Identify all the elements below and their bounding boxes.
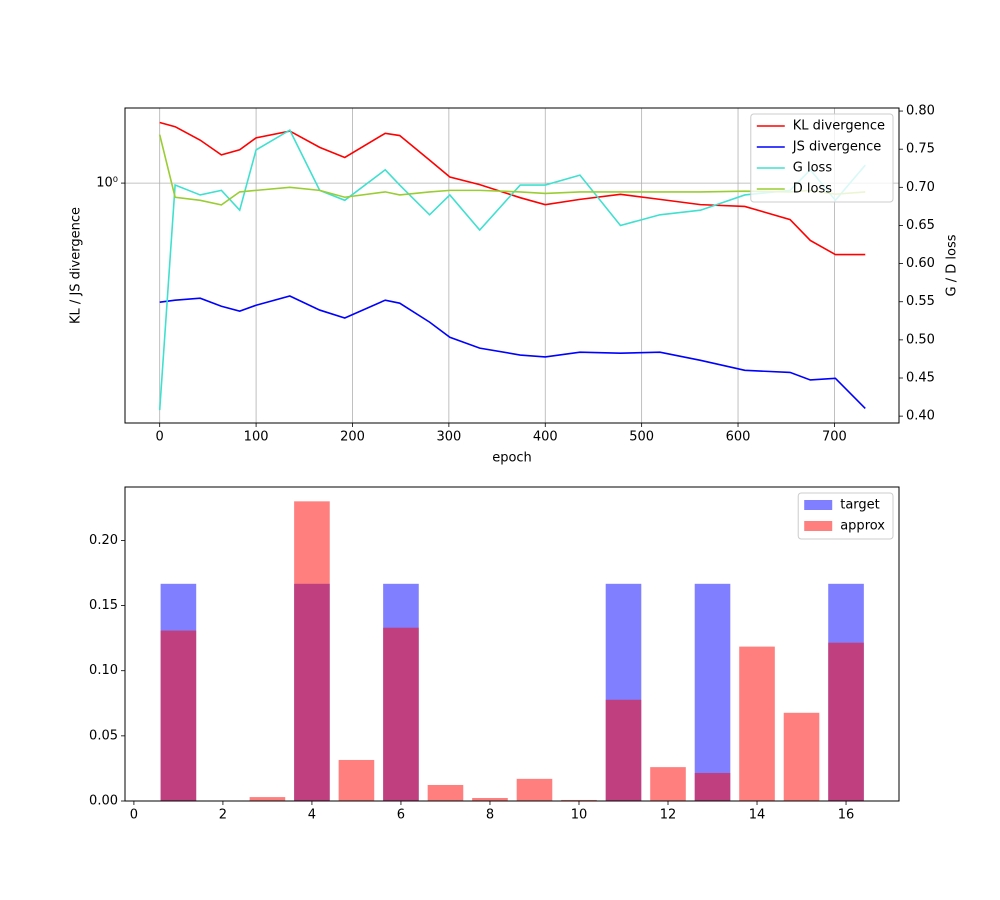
y-tick-label: 0.00 [89, 794, 118, 809]
legend-label: G loss [793, 161, 833, 176]
legend: target approx [797, 492, 894, 540]
legend-label: D loss [793, 182, 832, 197]
x-tick-label: 0 [130, 808, 138, 823]
x-tick-label: 100 [244, 430, 269, 445]
y2-tick-label: 0.80 [906, 104, 935, 119]
y2-tick-label: 0.55 [906, 294, 935, 309]
legend-label: target [840, 498, 880, 513]
bar [383, 627, 419, 801]
line-series [158, 128, 866, 411]
legend: KL divergence JS divergence G loss D loss [750, 113, 894, 203]
plot-frame [124, 107, 900, 424]
bar [605, 699, 642, 801]
bar [694, 583, 731, 801]
legend-label: JS divergence [792, 140, 882, 155]
y2-tick-label: 0.70 [906, 180, 935, 195]
line-series [158, 134, 866, 206]
bar [249, 797, 286, 801]
bar [739, 646, 775, 801]
line-series [159, 121, 866, 256]
y-tick-label: 0.20 [89, 533, 118, 548]
y2-axis-label: G / D loss [945, 234, 960, 296]
x-tick-label: 200 [340, 430, 365, 445]
y-axis-label: KL / JS divergence [69, 207, 84, 324]
y-tick-label: 10⁰ [96, 176, 118, 191]
x-tick-label: 500 [629, 430, 654, 445]
legend-swatch [804, 521, 833, 531]
x-tick-label: 10 [571, 808, 588, 823]
y2-tick-label: 0.50 [906, 332, 935, 347]
plot-frame [124, 486, 900, 802]
y2-tick-label: 0.65 [906, 218, 935, 233]
x-tick-label: 400 [533, 430, 558, 445]
line-series [159, 295, 866, 409]
x-axis-label: epoch [492, 451, 532, 466]
y-tick-label: 0.15 [89, 598, 118, 613]
bar [650, 767, 686, 801]
x-tick-label: 700 [822, 430, 847, 445]
bar [828, 642, 864, 801]
y2-tick-label: 0.40 [906, 409, 935, 424]
x-tick-label: 6 [397, 808, 405, 823]
y2-tick-label: 0.75 [906, 142, 935, 157]
x-tick-label: 16 [838, 808, 855, 823]
legend-label: KL divergence [793, 119, 885, 134]
bar [427, 784, 464, 801]
legend-label: approx [840, 519, 885, 534]
legend-swatch [804, 500, 833, 510]
x-tick-label: 14 [749, 808, 766, 823]
bar [561, 799, 597, 801]
y-tick-label: 0.05 [89, 728, 118, 743]
x-tick-label: 300 [436, 430, 461, 445]
y2-tick-label: 0.60 [906, 256, 935, 271]
x-tick-label: 0 [156, 430, 164, 445]
bar [516, 778, 553, 801]
bar [294, 501, 330, 801]
legend-frame [750, 113, 894, 203]
bar [694, 772, 731, 801]
bar [160, 630, 197, 801]
x-tick-label: 12 [660, 808, 677, 823]
y-tick-label: 0.10 [89, 663, 118, 678]
bar [783, 712, 820, 801]
x-tick-label: 8 [486, 808, 494, 823]
x-tick-label: 4 [308, 808, 316, 823]
bar [338, 759, 375, 801]
bar [472, 798, 508, 801]
x-tick-label: 2 [219, 808, 227, 823]
y2-tick-label: 0.45 [906, 371, 935, 386]
x-tick-label: 600 [726, 430, 751, 445]
